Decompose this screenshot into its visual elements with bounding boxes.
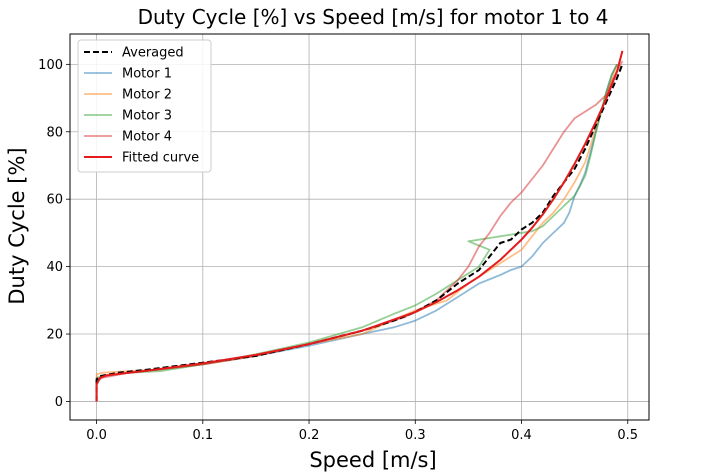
legend-label: Motor 1	[122, 67, 172, 82]
chart-title: Duty Cycle [%] vs Speed [m/s] for motor …	[138, 5, 609, 29]
legend-label: Motor 2	[122, 88, 172, 103]
x-tick-label: 0.2	[299, 428, 320, 443]
legend-label: Averaged	[122, 46, 184, 61]
x-tick-label: 0.5	[617, 428, 638, 443]
y-tick-label: 100	[38, 58, 63, 73]
ticks: 0.0 0.1 0.2 0.3 0.4 0.5 0 20 40 60 80 100	[38, 58, 638, 443]
x-tick-label: 0.0	[86, 428, 107, 443]
y-tick-label: 80	[46, 125, 63, 140]
legend-label: Fitted curve	[122, 151, 199, 166]
x-tick-label: 0.4	[511, 428, 532, 443]
plot-frame	[69, 33, 650, 421]
series-layer	[95, 50, 624, 402]
y-tick-label: 40	[46, 260, 63, 275]
legend: Averaged Motor 1 Motor 2 Motor 3 Motor 4 Fitt…	[77, 39, 212, 173]
y-axis-label: Duty Cycle [%]	[5, 147, 29, 304]
x-axis-label: Speed [m/s]	[309, 448, 436, 472]
y-tick-label: 20	[46, 328, 63, 343]
series-line-averaged	[95, 63, 624, 402]
x-tick-label: 0.3	[405, 428, 426, 443]
x-tick-label: 0.1	[192, 428, 213, 443]
legend-label: Motor 3	[122, 109, 172, 124]
legend-label: Motor 4	[122, 130, 172, 145]
y-tick-label: 0	[55, 395, 63, 410]
y-tick-label: 60	[46, 193, 63, 208]
series-line-fitted-curve	[95, 50, 624, 402]
